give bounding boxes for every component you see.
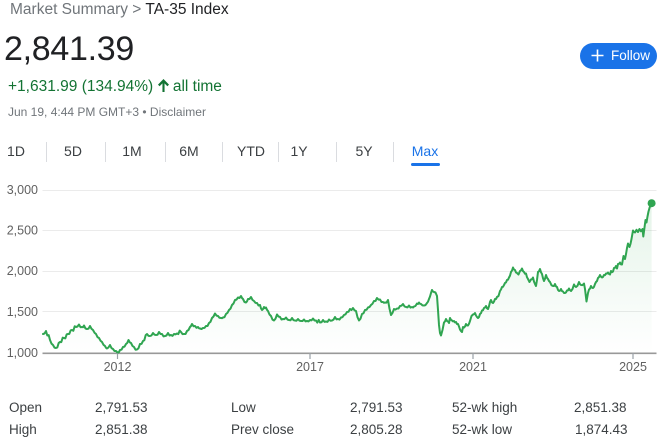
svg-text:2017: 2017 bbox=[296, 360, 324, 374]
svg-text:1,000: 1,000 bbox=[7, 346, 38, 360]
svg-text:2012: 2012 bbox=[104, 360, 132, 374]
svg-text:1,500: 1,500 bbox=[7, 305, 38, 319]
svg-text:2025: 2025 bbox=[619, 360, 647, 374]
svg-text:2021: 2021 bbox=[459, 360, 487, 374]
svg-text:2,000: 2,000 bbox=[7, 264, 38, 278]
svg-text:2,500: 2,500 bbox=[7, 223, 38, 237]
svg-text:3,000: 3,000 bbox=[7, 183, 38, 197]
